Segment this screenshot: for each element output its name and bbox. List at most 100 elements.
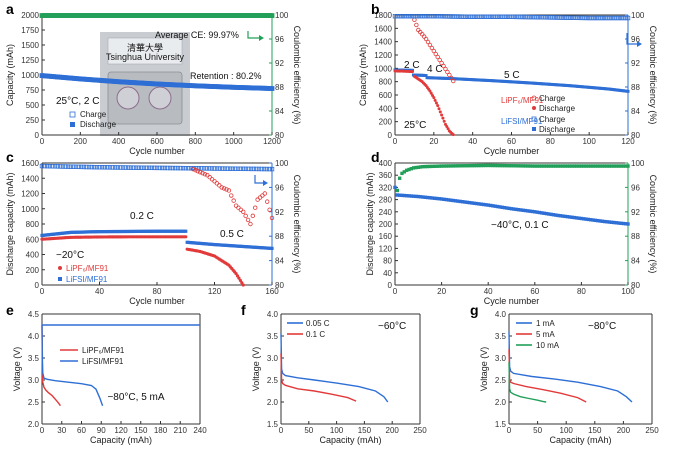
y-tick-label: 40: [383, 269, 392, 278]
line-lipf-mf91: [41, 324, 61, 407]
point-coulombic-efficiency: [554, 164, 558, 168]
point-lipf6-mf91-ce: [195, 168, 200, 174]
point-discharge: [596, 218, 600, 223]
x-tick-label: 120: [208, 287, 222, 296]
point-lifsi-mf91-ce: [497, 14, 503, 19]
point-lifsi-mf91-ce: [488, 14, 494, 19]
arrow-ce: [247, 31, 262, 39]
point-lifsi-mf91-ce: [420, 13, 425, 19]
y2-axis-title: Coulombic efficiency (%): [648, 175, 658, 274]
point-lipf6-mf91-discharge: [440, 113, 444, 117]
panel-label: c: [6, 149, 14, 165]
legend-label-2: 10 mA: [536, 341, 560, 350]
point-lipf6-mf91-ce: [431, 48, 437, 54]
point-discharge: [456, 199, 460, 203]
legend-lipf6-charge-label: Charge: [539, 94, 566, 103]
point-discharge: [418, 195, 423, 199]
point-lifsi-mf91-ce: [50, 164, 55, 169]
legend-discharge-marker: [70, 122, 75, 127]
point-lifsi-mf91-discharge: [593, 86, 597, 90]
point-discharge: [528, 209, 532, 213]
point-lifsi-mf91-ce: [621, 15, 626, 21]
point-lifsi-mf91: [187, 240, 191, 245]
point-lifsi-mf91-discharge: [467, 77, 471, 81]
point-discharge: [444, 197, 448, 202]
point-lifsi-mf91-ce: [199, 166, 204, 171]
point-lifsi-mf91-ce: [406, 13, 411, 19]
legend-charge-label: Charge: [80, 110, 107, 119]
y-tick-label: 200: [379, 118, 393, 127]
point-lifsi-mf91: [184, 229, 188, 233]
arrow-ce-head: [259, 35, 264, 41]
point-coulombic-efficiency: [479, 163, 483, 168]
point-lifsi-mf91-discharge: [626, 89, 630, 93]
point-coulombic-efficiency: [402, 170, 407, 174]
point-lifsi-mf91-ce: [573, 15, 578, 20]
point-lifsi-mf91-ce: [532, 14, 537, 20]
point-coulombic-efficiency: [514, 164, 518, 168]
point-lifsi-mf91-discharge: [548, 82, 552, 86]
point-discharge: [619, 221, 623, 225]
point-lifsi-mf91-ce: [89, 164, 94, 170]
point-coulombic-efficiency: [458, 164, 462, 168]
point-coulombic-efficiency: [519, 164, 523, 168]
point-lifsi-mf91-ce: [518, 14, 523, 20]
x-tick-label: 210: [174, 426, 188, 435]
legend-label-1: 5 mA: [536, 330, 555, 339]
point-lifsi-mf91-discharge: [549, 82, 553, 86]
point-lifsi-mf91-ce: [468, 14, 473, 19]
point-lipf6-mf91-ce: [202, 171, 208, 177]
point-lipf6-mf91-ce: [423, 36, 429, 42]
y-tick-label: 4.0: [28, 332, 40, 341]
x-tick-label: 400: [112, 137, 126, 146]
point-lifsi-mf91-ce: [220, 166, 225, 171]
point-lifsi-mf91-discharge: [521, 81, 525, 85]
x-tick-label: 80: [153, 287, 162, 296]
point-lifsi-mf91-ce: [589, 15, 594, 21]
point-lifsi-mf91-discharge: [427, 76, 431, 80]
point-lifsi-mf91: [211, 242, 215, 247]
point-lifsi-mf91-ce: [217, 166, 222, 171]
point-lifsi-mf91-discharge: [594, 86, 598, 90]
point-lifsi-mf91-ce: [173, 165, 178, 171]
point-lifsi-mf91-ce: [529, 14, 535, 20]
point-lifsi-mf91-ce: [399, 13, 405, 19]
point-discharge: [474, 201, 479, 206]
y-tick-label: 500: [26, 101, 40, 110]
point-lifsi-mf91-ce: [180, 165, 186, 171]
battery-cell-left: [116, 86, 140, 110]
point-lipf6-mf91-ce: [243, 213, 248, 219]
point-lifsi-mf91-ce: [534, 14, 539, 20]
point-discharge: [526, 209, 530, 213]
point-discharge: [416, 194, 420, 199]
point-coulombic-efficiency: [449, 164, 453, 168]
point-lipf6-mf91-discharge: [432, 96, 436, 100]
point-lifsi-mf91-discharge: [600, 86, 604, 90]
point-lifsi-mf91-discharge: [529, 81, 533, 85]
y2-tick-label: 88: [275, 83, 284, 92]
y-tick-label: 2.0: [28, 420, 40, 429]
point-discharge: [488, 203, 493, 208]
point-discharge: [453, 199, 458, 203]
point-lifsi-mf91-ce: [110, 165, 115, 170]
point-coulombic-efficiency: [411, 166, 416, 170]
x-axis-title: Capacity (mAh): [90, 435, 152, 445]
legend-lifsi-marker: [58, 277, 62, 281]
point-coulombic-efficiency: [598, 164, 602, 168]
point-lifsi-mf91-ce: [591, 15, 596, 21]
point-lifsi-mf91-ce: [126, 165, 131, 170]
point-coulombic-efficiency: [507, 164, 511, 168]
point-coulombic-efficiency: [500, 163, 504, 168]
point-lipf6-mf91-ce: [217, 183, 222, 188]
x-tick-label: 120: [114, 426, 128, 435]
point-discharge: [411, 194, 416, 198]
y-tick-label: 600: [26, 235, 40, 244]
point-discharge: [609, 220, 614, 224]
point-discharge: [428, 196, 432, 200]
point-lifsi-mf91-discharge: [434, 76, 438, 80]
point-lifsi-mf91-ce: [102, 165, 107, 170]
point-lifsi-mf91-ce: [139, 165, 144, 170]
point-lipf6-mf91-ce: [433, 51, 438, 57]
y-tick-label: 1400: [374, 38, 392, 47]
point-discharge: [519, 208, 523, 212]
